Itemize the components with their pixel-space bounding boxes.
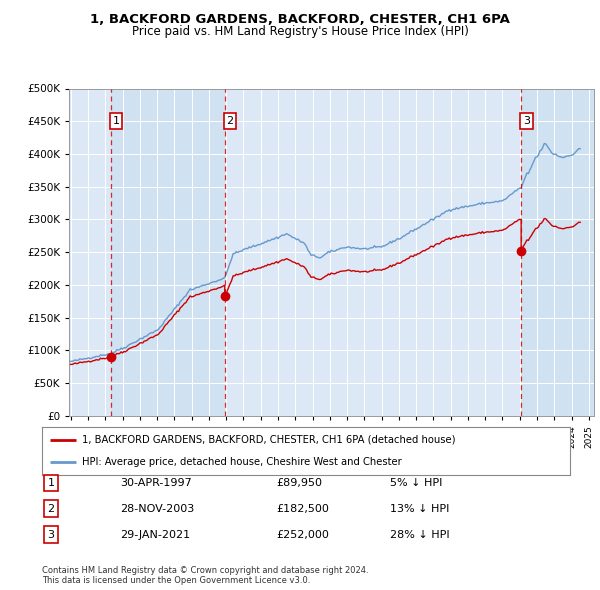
- Text: 28% ↓ HPI: 28% ↓ HPI: [390, 530, 449, 539]
- Text: 3: 3: [47, 530, 55, 539]
- Text: £182,500: £182,500: [276, 504, 329, 513]
- Text: 28-NOV-2003: 28-NOV-2003: [120, 504, 194, 513]
- Text: 1, BACKFORD GARDENS, BACKFORD, CHESTER, CH1 6PA (detached house): 1, BACKFORD GARDENS, BACKFORD, CHESTER, …: [82, 435, 455, 445]
- Text: 1: 1: [113, 116, 119, 126]
- Text: Price paid vs. HM Land Registry's House Price Index (HPI): Price paid vs. HM Land Registry's House …: [131, 25, 469, 38]
- Text: 29-JAN-2021: 29-JAN-2021: [120, 530, 190, 539]
- Text: 2: 2: [227, 116, 233, 126]
- Text: £252,000: £252,000: [276, 530, 329, 539]
- Text: 1, BACKFORD GARDENS, BACKFORD, CHESTER, CH1 6PA: 1, BACKFORD GARDENS, BACKFORD, CHESTER, …: [90, 13, 510, 26]
- Text: 1: 1: [47, 478, 55, 487]
- Bar: [111, 88, 225, 416]
- Text: 3: 3: [523, 116, 530, 126]
- Text: £89,950: £89,950: [276, 478, 322, 487]
- Text: 5% ↓ HPI: 5% ↓ HPI: [390, 478, 442, 487]
- Text: 2: 2: [47, 504, 55, 513]
- Bar: [69, 88, 111, 416]
- Text: 13% ↓ HPI: 13% ↓ HPI: [390, 504, 449, 513]
- Text: 30-APR-1997: 30-APR-1997: [120, 478, 192, 487]
- Text: Contains HM Land Registry data © Crown copyright and database right 2024.
This d: Contains HM Land Registry data © Crown c…: [42, 566, 368, 585]
- Bar: [521, 88, 594, 416]
- Bar: [225, 88, 521, 416]
- Text: HPI: Average price, detached house, Cheshire West and Chester: HPI: Average price, detached house, Ches…: [82, 457, 401, 467]
